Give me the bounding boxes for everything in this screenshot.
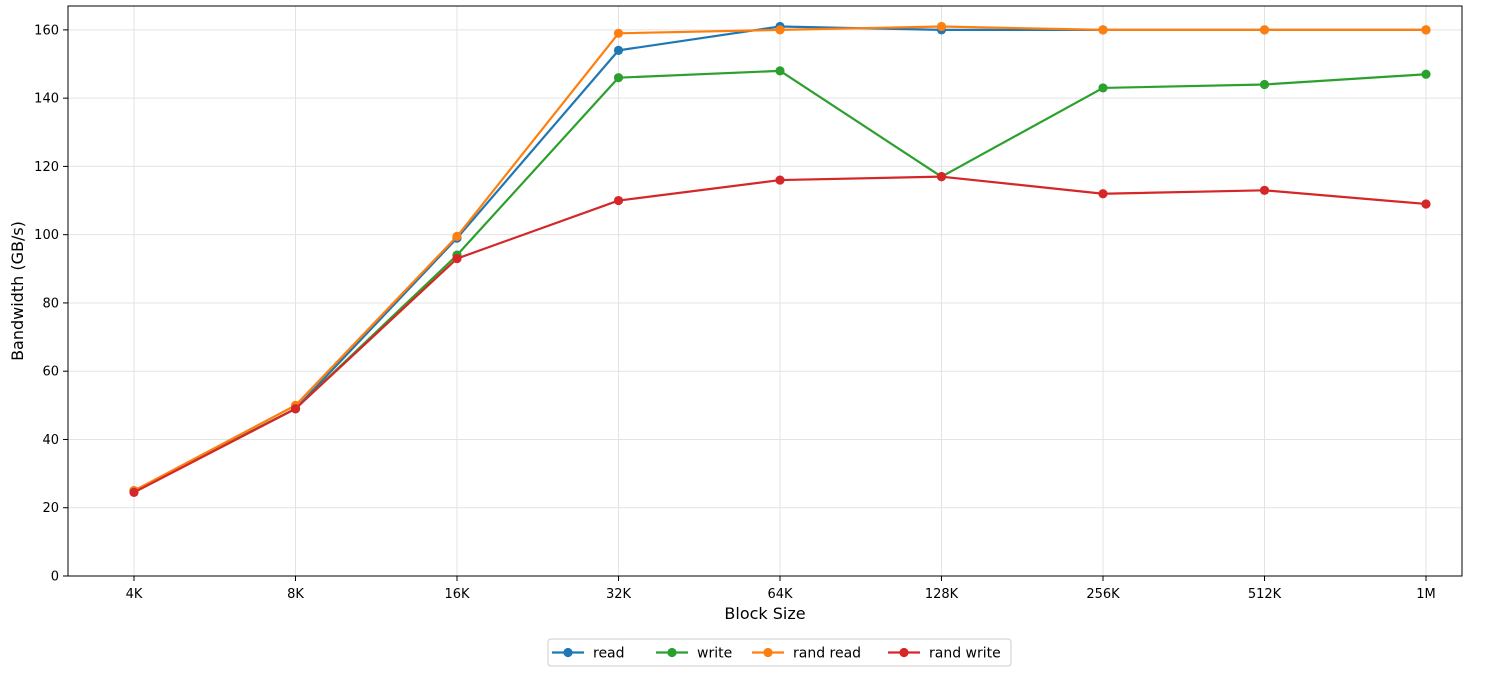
y-tick-label: 140 — [34, 92, 59, 107]
data-point-write — [1098, 83, 1108, 93]
y-tick-label: 40 — [42, 433, 59, 448]
data-point-rand-write — [452, 253, 462, 264]
y-tick-label: 20 — [42, 501, 59, 516]
legend-swatch-marker — [563, 647, 573, 658]
x-tick-label: 8K — [287, 587, 304, 602]
legend: read write rand read rand write — [547, 638, 1012, 667]
legend-item-rand-read: rand read — [752, 646, 861, 662]
data-point-rand-read — [613, 28, 624, 38]
x-tick-label: 1M — [1416, 587, 1436, 602]
x-tick-label: 128K — [925, 587, 959, 602]
plot-frame — [67, 5, 1463, 577]
legend-item-write: write — [656, 646, 732, 662]
legend-swatch-marker — [763, 647, 773, 658]
y-tick-label: 160 — [34, 23, 59, 38]
legend-item-read: read — [552, 646, 625, 662]
grid — [68, 6, 1462, 577]
y-tick-label: 60 — [42, 365, 59, 380]
data-point-rand-write — [1421, 199, 1431, 209]
data-point-rand-read — [775, 25, 785, 35]
data-point-rand-write — [1098, 189, 1108, 199]
data-point-rand-write — [936, 172, 947, 182]
y-tick-label: 100 — [34, 228, 59, 243]
data-point-rand-read — [1098, 25, 1108, 35]
data-point-rand-write — [1259, 185, 1270, 195]
x-tick-label: 64K — [767, 587, 793, 602]
series-layer — [129, 21, 1431, 497]
x-axis-title: Block Size — [724, 604, 805, 623]
x-axis-ticks: 4K 8K 16K 32K 64K 128K 256K 512K 1M — [126, 576, 1436, 602]
data-point-rand-write — [290, 404, 301, 414]
x-tick-label: 4K — [126, 587, 143, 602]
legend-label: rand write — [929, 646, 1001, 662]
x-tick-label: 256K — [1086, 587, 1120, 602]
data-point-write — [1259, 79, 1270, 90]
legend-swatch-marker — [899, 647, 909, 658]
data-point-rand-write — [775, 175, 785, 185]
data-point-rand-write — [129, 487, 139, 497]
data-point-write — [613, 73, 624, 83]
data-point-write — [1421, 69, 1431, 79]
legend-swatch-marker — [667, 647, 677, 658]
data-point-rand-read — [936, 21, 947, 32]
legend-label: read — [593, 646, 625, 662]
data-point-rand-read — [1259, 25, 1270, 35]
legend-item-rand-write: rand write — [888, 646, 1001, 662]
x-tick-label: 32K — [606, 587, 632, 602]
data-point-rand-read — [452, 231, 462, 241]
y-tick-label: 0 — [51, 570, 59, 585]
x-tick-label: 512K — [1248, 587, 1282, 602]
y-tick-label: 80 — [42, 296, 59, 311]
data-point-read — [613, 45, 624, 55]
data-point-rand-write — [613, 195, 624, 206]
y-axis-ticks: 0 20 40 60 80 100 120 140 160 — [34, 23, 68, 585]
data-point-write — [775, 66, 785, 76]
y-axis-title: Bandwidth (GB/s) — [8, 221, 27, 361]
series-rand-read — [129, 21, 1431, 496]
legend-label: rand read — [793, 646, 861, 662]
data-point-rand-read — [1421, 25, 1431, 35]
y-tick-label: 120 — [34, 160, 59, 175]
legend-label: write — [697, 646, 732, 662]
x-tick-label: 16K — [444, 587, 470, 602]
series-rand-write — [129, 172, 1431, 497]
